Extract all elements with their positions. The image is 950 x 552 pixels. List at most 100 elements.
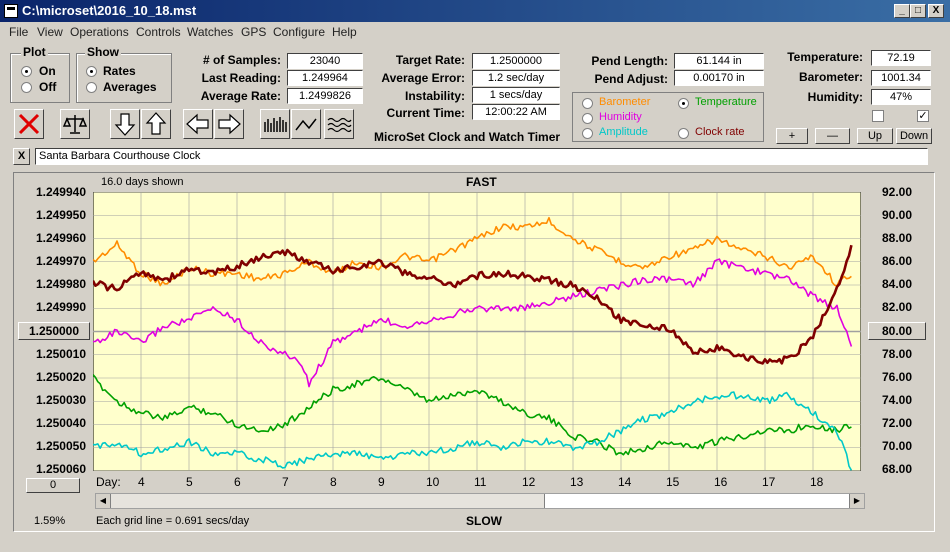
x-axis-tick-label: 8 bbox=[330, 475, 337, 489]
humidity-label: Humidity: bbox=[807, 90, 863, 104]
plot-off-radio[interactable] bbox=[21, 82, 32, 93]
right-axis-tick-label: 88.00 bbox=[881, 231, 912, 245]
chart-plot-area bbox=[93, 192, 861, 471]
menu-bar: File View Operations Controls Watches GP… bbox=[0, 22, 950, 42]
pend-adjust-label: Pend Adjust: bbox=[594, 72, 668, 86]
left-axis-tick-label: 1.250040 bbox=[35, 416, 86, 430]
amplitude-radio[interactable] bbox=[582, 128, 593, 139]
temperature-field: 72.19 bbox=[871, 50, 931, 66]
right-axis-tick-label: 84.00 bbox=[881, 277, 912, 291]
menu-gps[interactable]: GPS bbox=[241, 25, 267, 39]
scale-plus-button[interactable]: + bbox=[776, 128, 808, 144]
left-axis-tick-label: 1.250010 bbox=[35, 347, 86, 361]
maximize-button[interactable]: □ bbox=[910, 4, 926, 18]
app-name-label: MicroSet Clock and Watch Timer bbox=[374, 130, 561, 144]
wave-graph-button[interactable] bbox=[324, 109, 354, 139]
humidity-field: 47% bbox=[871, 89, 931, 105]
right-axis-tick-label: 86.00 bbox=[881, 254, 912, 268]
left-axis-tick-label: 1.249970 bbox=[35, 254, 86, 268]
series-line-humidity bbox=[93, 258, 853, 388]
scale-down-button[interactable]: Down bbox=[896, 128, 932, 144]
plot-on-label: On bbox=[39, 64, 56, 78]
scroll-left-arrow-icon[interactable]: ◀ bbox=[96, 494, 111, 508]
humidity-radio[interactable] bbox=[582, 113, 593, 124]
line-graph-button[interactable] bbox=[291, 109, 321, 139]
menu-operations[interactable]: Operations bbox=[70, 25, 129, 39]
barometer-field: 1001.34 bbox=[871, 70, 931, 86]
x-axis-tick-label: 12 bbox=[522, 475, 536, 489]
left-zero-button[interactable]: 0 bbox=[26, 478, 80, 493]
temperature-radio[interactable] bbox=[678, 98, 689, 109]
series-line-temperature bbox=[93, 374, 852, 456]
current-time-field: 12:00:22 AM bbox=[472, 104, 560, 120]
minimize-button[interactable]: _ bbox=[894, 4, 910, 18]
clock-rate-option-label: Clock rate bbox=[695, 126, 745, 138]
title-bar: C:\microset\2016_10_18.mst _ □ X bbox=[0, 0, 950, 22]
day-axis-label: Day: bbox=[96, 475, 121, 489]
balance-scale-icon bbox=[62, 115, 88, 134]
clock-rate-radio[interactable] bbox=[678, 128, 689, 139]
samples-label: # of Samples: bbox=[202, 53, 281, 67]
scale-up-button[interactable]: Up bbox=[857, 128, 893, 144]
right-axis-tick-label: 78.00 bbox=[881, 347, 912, 361]
barometer-radio[interactable] bbox=[582, 98, 593, 109]
right-axis-tick-label: 92.00 bbox=[881, 185, 912, 199]
left-axis-center-button[interactable]: 1.250000 bbox=[18, 322, 90, 340]
left-axis-tick-label: 1.249960 bbox=[35, 231, 86, 245]
scrollbar-thumb[interactable] bbox=[544, 494, 852, 508]
right-axis-center-button[interactable]: 80.00 bbox=[868, 322, 926, 340]
x-axis-tick-label: 15 bbox=[666, 475, 680, 489]
menu-configure[interactable]: Configure bbox=[273, 25, 326, 39]
menu-view[interactable]: View bbox=[37, 25, 63, 39]
menu-help[interactable]: Help bbox=[332, 25, 357, 39]
rate-down-button[interactable] bbox=[110, 109, 140, 139]
close-clock-button[interactable]: X bbox=[13, 148, 30, 165]
checkbox-1[interactable] bbox=[872, 110, 884, 122]
scroll-right-arrow-icon[interactable]: ▶ bbox=[849, 494, 864, 508]
right-axis-tick-label: 74.00 bbox=[881, 393, 912, 407]
plot-on-radio[interactable] bbox=[21, 66, 32, 77]
samples-field: 23040 bbox=[287, 53, 363, 69]
right-axis-tick-label: 70.00 bbox=[881, 439, 912, 453]
checkbox-2[interactable]: ✓ bbox=[917, 110, 929, 122]
left-axis-tick-label: 1.249950 bbox=[35, 208, 86, 222]
calibrate-button[interactable] bbox=[60, 109, 90, 139]
x-axis-tick-label: 10 bbox=[426, 475, 440, 489]
pend-adjust-field: 0.00170 in bbox=[674, 70, 764, 86]
x-axis-tick-label: 18 bbox=[810, 475, 824, 489]
clear-button[interactable] bbox=[14, 109, 44, 139]
x-axis-tick-label: 17 bbox=[762, 475, 776, 489]
left-axis-tick-label: 1.250050 bbox=[35, 439, 86, 453]
series-line-barometer bbox=[93, 216, 852, 287]
fast-label: FAST bbox=[466, 175, 497, 189]
x-axis-tick-label: 4 bbox=[138, 475, 145, 489]
x-axis-tick-label: 6 bbox=[234, 475, 241, 489]
x-axis-tick-label: 13 bbox=[570, 475, 584, 489]
menu-controls[interactable]: Controls bbox=[136, 25, 181, 39]
days-shown-label: 16.0 days shown bbox=[101, 176, 184, 188]
scroll-left-button[interactable] bbox=[183, 109, 213, 139]
average-error-field: 1.2 sec/day bbox=[472, 70, 560, 86]
x-axis-tick-label: 9 bbox=[378, 475, 385, 489]
close-window-button[interactable]: X bbox=[928, 4, 944, 18]
show-group: Show Rates Averages bbox=[76, 45, 172, 103]
show-group-title: Show bbox=[85, 45, 121, 59]
series-select-box: Barometer Temperature Humidity Amplitude… bbox=[572, 92, 764, 142]
rates-radio[interactable] bbox=[86, 66, 97, 77]
arrow-up-icon bbox=[145, 112, 167, 135]
x-axis-tick-label: 16 bbox=[714, 475, 728, 489]
time-scrollbar[interactable]: ◀ ▶ bbox=[95, 493, 865, 509]
plot-group-title: Plot bbox=[21, 45, 48, 59]
scale-minus-button[interactable]: — bbox=[815, 128, 850, 144]
scroll-right-button[interactable] bbox=[214, 109, 244, 139]
averages-radio[interactable] bbox=[86, 82, 97, 93]
percent-label: 1.59% bbox=[34, 515, 66, 527]
rate-up-button[interactable] bbox=[141, 109, 171, 139]
menu-watches[interactable]: Watches bbox=[187, 25, 234, 39]
bar-graph-icon bbox=[264, 117, 287, 132]
menu-file[interactable]: File bbox=[9, 25, 29, 39]
arrow-down-icon bbox=[114, 113, 136, 136]
bar-graph-button[interactable] bbox=[260, 109, 290, 139]
right-axis-tick-label: 82.00 bbox=[881, 300, 912, 314]
clock-name-field[interactable]: Santa Barbara Courthouse Clock bbox=[35, 148, 928, 165]
